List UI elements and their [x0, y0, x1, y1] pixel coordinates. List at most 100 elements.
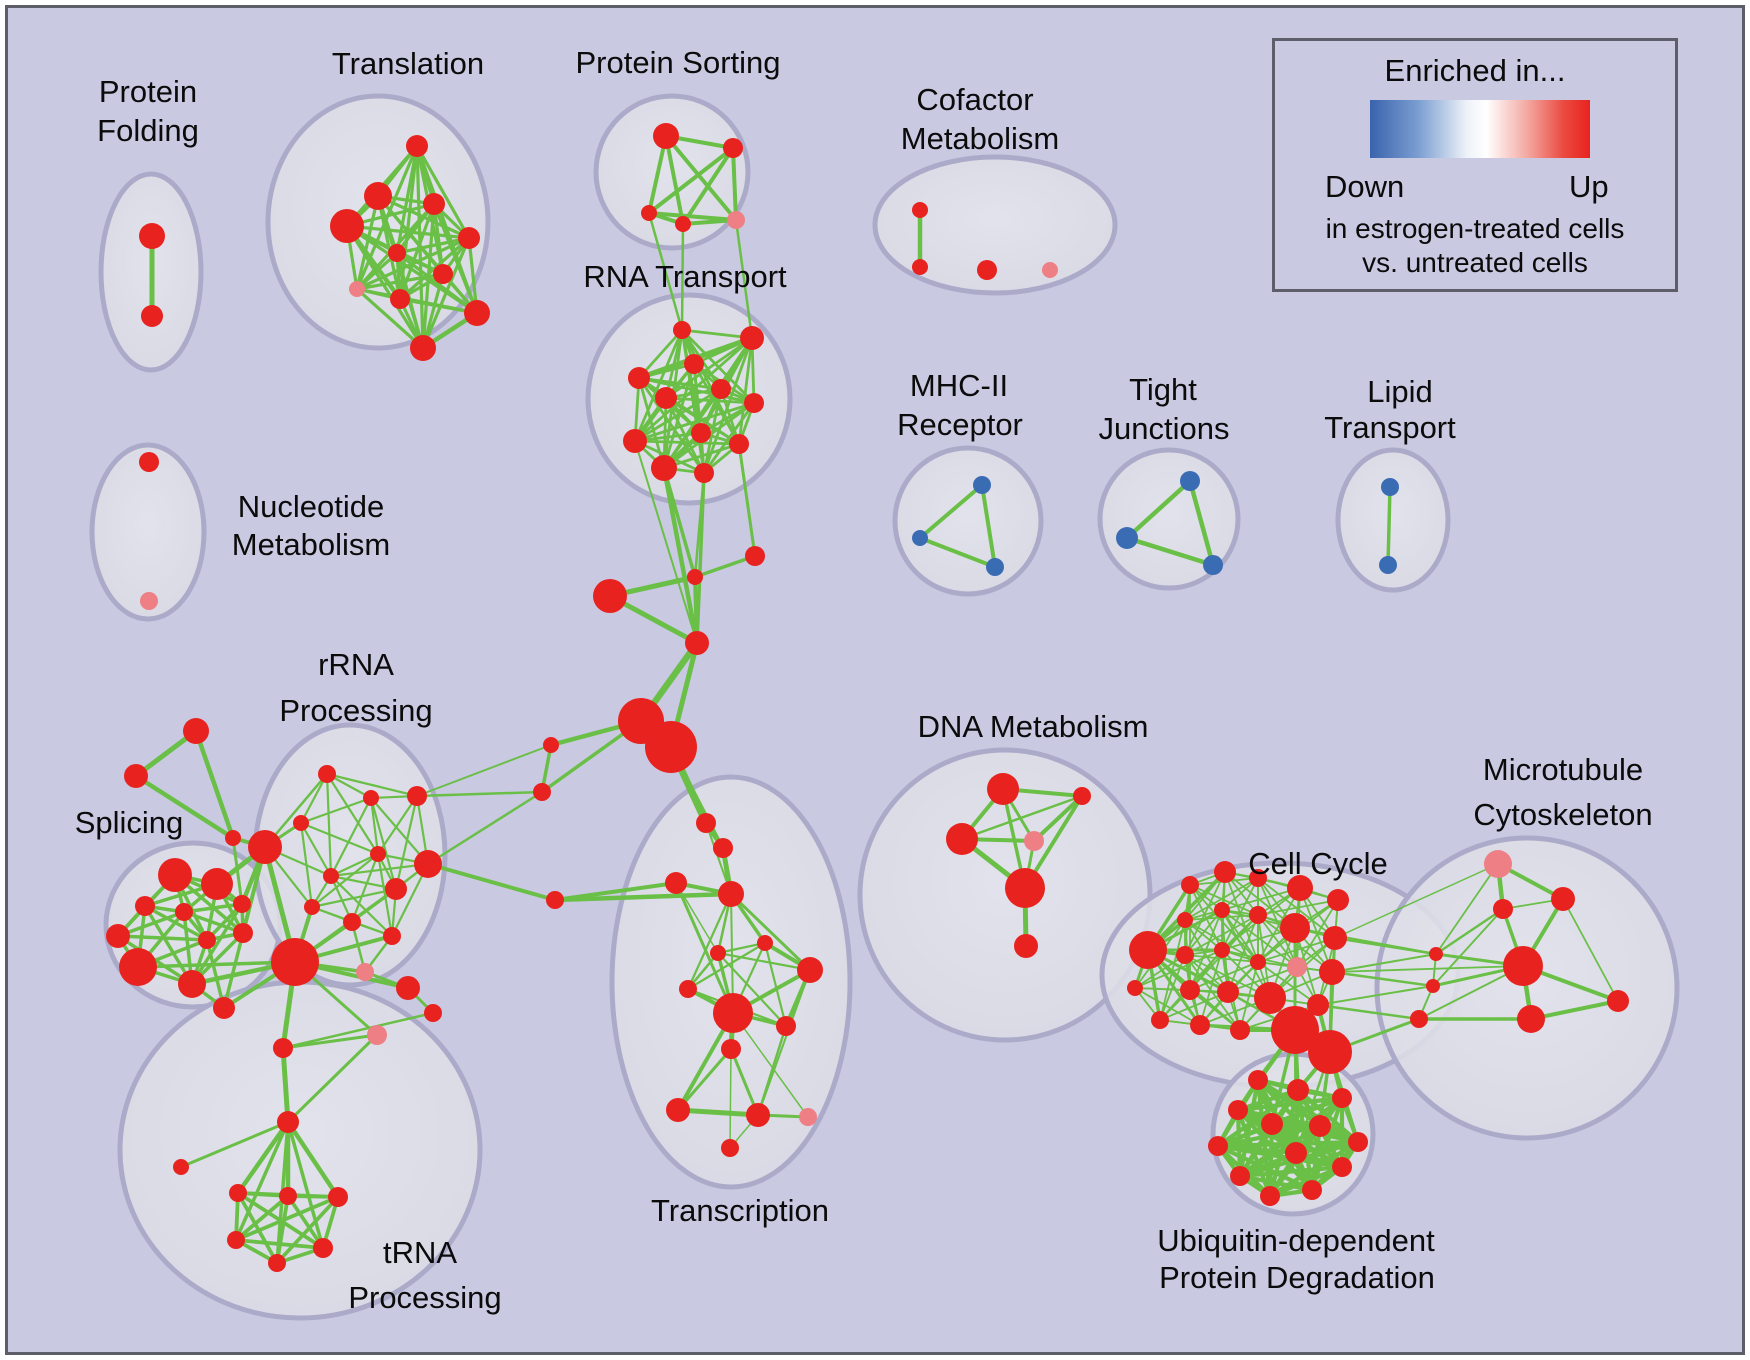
node-rt-9 [729, 434, 749, 454]
edge [1239, 1164, 1343, 1179]
node-tr-10 [410, 335, 436, 361]
edge [681, 146, 735, 226]
node-ps-3 [675, 216, 691, 232]
edge [1239, 1173, 1313, 1193]
node-dn-3 [1024, 831, 1044, 851]
node-cc-13 [1250, 954, 1266, 970]
edge [717, 941, 766, 955]
node-tx-6 [797, 957, 823, 983]
node-sp-0 [158, 858, 192, 892]
node-cc-0 [1129, 931, 1167, 969]
edge [350, 853, 380, 923]
node-sp-10 [213, 997, 235, 1019]
node-tn-7 [268, 1254, 286, 1272]
cluster-label-nm-line2: Metabolism [232, 527, 391, 562]
node-tn-1 [173, 1159, 189, 1175]
edge [394, 795, 419, 890]
node-tx-3 [718, 881, 744, 907]
cluster-label-layer: Protein Folding Translation Protein Sorting… [75, 45, 1653, 1315]
node-connector-10 [124, 764, 148, 788]
node-mt-5 [1607, 990, 1629, 1012]
node-rr-1 [363, 790, 379, 806]
edge [330, 875, 393, 937]
node-mt-0 [1484, 850, 1512, 878]
node-tx-0 [696, 813, 716, 833]
cluster-label-cc: Cell Cycle [1248, 846, 1388, 881]
edge [919, 536, 996, 569]
node-connector-5 [685, 631, 709, 655]
cluster-label-cf-line1: Cofactor [916, 82, 1033, 117]
edge [702, 402, 756, 474]
edge [1134, 954, 1186, 989]
edge [300, 773, 328, 824]
node-sp-9 [178, 970, 206, 998]
node-rt-4 [711, 379, 731, 399]
node-connector-2 [593, 579, 627, 613]
node-connector-6 [543, 737, 559, 753]
node-rr-5 [385, 878, 407, 900]
node-ub-0 [1248, 1070, 1268, 1090]
edge [661, 467, 700, 644]
node-nm-0 [139, 452, 159, 472]
node-connector-9 [183, 718, 209, 744]
edge [415, 145, 471, 239]
edge [1331, 970, 1434, 988]
node-layer [106, 123, 1629, 1272]
edge [396, 251, 478, 315]
node-cc-14 [1287, 957, 1307, 977]
edge [355, 195, 380, 290]
node-mt-6 [1429, 947, 1443, 961]
cluster-label-mt-line2: Cytoskeleton [1473, 797, 1652, 832]
node-rr-17 [424, 1004, 442, 1022]
node-tj-1 [1116, 527, 1138, 549]
node-sp-5 [233, 895, 251, 913]
edge [1221, 887, 1301, 911]
node-nm-1 [140, 592, 158, 610]
node-sp-7 [233, 923, 253, 943]
edge [1184, 877, 1259, 921]
edge [695, 472, 706, 644]
node-tr-2 [423, 193, 445, 215]
node-cf-3 [1042, 262, 1058, 278]
edge [346, 224, 470, 240]
edge [734, 219, 754, 339]
cluster-ellipse-cf [872, 154, 1118, 296]
node-tr-4 [458, 227, 480, 249]
edge [1189, 961, 1259, 991]
node-rt-6 [744, 393, 764, 413]
edge [1134, 949, 1223, 989]
cluster-label-pf-line2: Folding [97, 113, 199, 148]
edge [676, 1048, 733, 1111]
node-connector-11 [225, 830, 241, 846]
cluster-label-tn-line2: Processing [348, 1280, 501, 1315]
edge [637, 377, 706, 474]
edge [1257, 961, 1319, 1006]
legend-down-label: Down [1325, 169, 1405, 204]
node-rr-2 [407, 786, 427, 806]
edge [1134, 987, 1201, 1026]
edge [236, 1120, 290, 1195]
edge [677, 1107, 759, 1118]
node-cc-25 [1127, 980, 1143, 996]
node-rr-9 [343, 913, 361, 931]
node-sp-6 [198, 931, 216, 949]
node-tx-9 [721, 1039, 741, 1059]
cluster-label-cf-line2: Metabolism [901, 121, 1060, 156]
cluster-ellipse-nm [89, 442, 207, 622]
node-ub-4 [1261, 1113, 1283, 1135]
node-rr-0 [318, 765, 336, 783]
edge [680, 223, 685, 331]
edge [235, 1195, 339, 1242]
node-ub-9 [1230, 1166, 1250, 1186]
edge [234, 1194, 290, 1242]
edge [134, 774, 235, 840]
edge [634, 440, 698, 644]
edge [633, 329, 684, 442]
node-dn-0 [987, 773, 1019, 805]
cluster-label-mh-line2: Receptor [897, 407, 1023, 442]
edge [330, 874, 397, 891]
node-tx-11 [666, 1098, 690, 1122]
edge [647, 146, 735, 215]
edge [665, 396, 755, 405]
edge [1432, 908, 1504, 987]
